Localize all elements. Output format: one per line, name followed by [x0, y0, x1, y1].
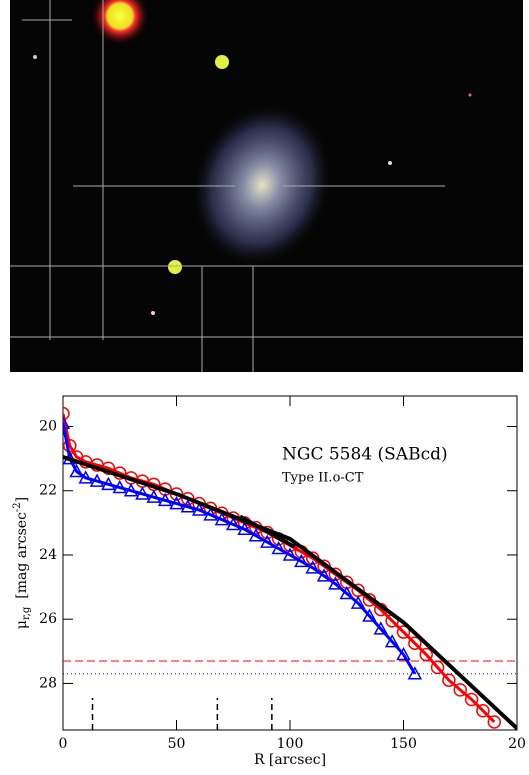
data-point — [419, 647, 433, 662]
data-point — [146, 489, 162, 503]
x-tick-label: 50 — [168, 736, 186, 752]
y-label-exponent: -2 — [12, 502, 23, 512]
data-point — [89, 473, 105, 487]
data-point — [112, 479, 128, 494]
x-tick-label: 150 — [390, 736, 417, 752]
data-point — [214, 512, 230, 526]
data-point — [305, 560, 320, 574]
data-point — [157, 492, 173, 507]
data-point — [407, 666, 423, 680]
data-point — [350, 595, 366, 609]
data-point — [169, 496, 184, 510]
fit-line — [239, 514, 296, 549]
y-label-unit: [mag arcsec — [14, 512, 30, 599]
data-point — [294, 553, 309, 568]
plot-area — [63, 406, 517, 730]
data-point — [430, 660, 445, 675]
x-axis-label: R [arcsec] — [254, 752, 326, 768]
data-point — [135, 486, 150, 500]
data-point — [453, 683, 467, 697]
data-point — [180, 499, 196, 513]
x-tick-label: 20 — [508, 736, 526, 752]
y-label-subscript: r,g — [21, 606, 32, 620]
data-point — [362, 608, 377, 622]
data-point — [408, 636, 422, 651]
data-point — [271, 540, 286, 555]
data-point — [63, 415, 71, 430]
fit-line — [63, 455, 517, 730]
data-point — [396, 625, 411, 639]
data-point — [69, 463, 84, 478]
data-point — [101, 476, 116, 491]
chart-subtitle: Type II.o-CT — [282, 471, 364, 486]
data-point — [396, 646, 411, 661]
data-point — [373, 621, 389, 635]
data-point — [464, 692, 479, 707]
data-point — [123, 483, 139, 497]
data-point — [225, 516, 241, 531]
y-tick-label: 24 — [39, 547, 57, 563]
x-tick-label: 0 — [59, 736, 68, 752]
x-tick-label: 100 — [277, 736, 304, 752]
y-label-symbol: μ — [14, 620, 30, 629]
data-point — [328, 567, 343, 581]
data-point — [316, 568, 332, 582]
data-point — [442, 673, 456, 687]
data-point — [191, 502, 207, 516]
data-point — [282, 547, 298, 561]
data-point — [248, 528, 264, 542]
galaxy-image — [10, 0, 523, 372]
chart-title: NGC 5584 (SABcd) — [282, 445, 448, 465]
data-point — [328, 576, 343, 590]
data-point — [260, 534, 275, 548]
y-axis-label: μr,g [mag arcsec-2] — [12, 497, 32, 629]
data-point — [63, 406, 70, 421]
data-point — [487, 715, 502, 729]
data-point — [237, 521, 252, 536]
data-point — [476, 703, 490, 718]
data-point — [384, 634, 400, 648]
y-tick-label: 20 — [39, 419, 57, 435]
data-point — [78, 470, 93, 484]
y-tick-label: 22 — [39, 483, 57, 499]
y-label-unit-end: ] — [14, 497, 30, 502]
data-point — [339, 585, 355, 600]
y-tick-label: 28 — [39, 675, 57, 691]
y-tick-label: 26 — [39, 611, 57, 627]
data-point — [203, 507, 218, 521]
